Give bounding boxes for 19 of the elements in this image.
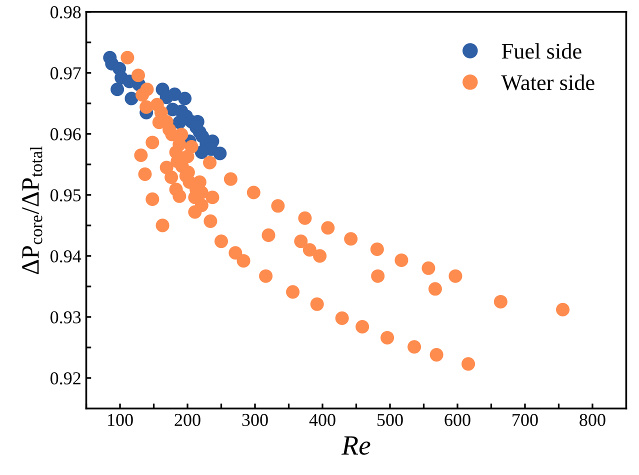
y-tick-label: 0.98 bbox=[50, 6, 81, 18]
x-tick-label: 700 bbox=[512, 414, 538, 426]
y-axis-title: ΔP$_{core}$/ΔP$_{total}$ bbox=[22, 146, 42, 274]
y-tick-label: 0.95 bbox=[50, 189, 81, 202]
y-tick-label: 0.92 bbox=[50, 372, 80, 385]
x-tick-label: 400 bbox=[309, 414, 336, 426]
x-tick-label: 300 bbox=[242, 414, 268, 426]
x-tick-label: 100 bbox=[108, 414, 133, 426]
y-tick-label: 0.94 bbox=[50, 250, 82, 262]
y-tick-label: 0.93 bbox=[50, 311, 81, 324]
legend-label: Fuel side bbox=[502, 43, 582, 59]
legend-label: Water side bbox=[501, 74, 594, 90]
x-tick-label: 200 bbox=[174, 414, 200, 426]
x-tick-label: 600 bbox=[444, 414, 470, 426]
x-axis-title: Re bbox=[341, 436, 370, 455]
x-tick-label: 800 bbox=[580, 414, 606, 426]
x-tick-label: 500 bbox=[377, 414, 403, 426]
y-tick-label: 0.96 bbox=[50, 128, 81, 140]
y-tick-label: 0.97 bbox=[50, 67, 81, 80]
